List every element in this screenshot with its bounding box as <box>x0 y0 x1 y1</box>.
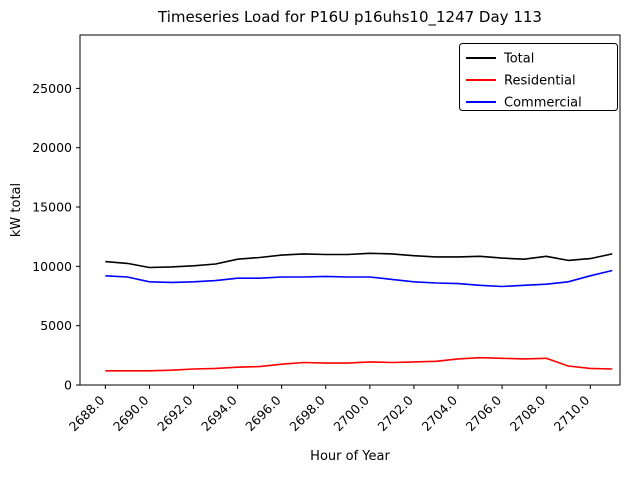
legend-label-residential: Residential <box>504 74 576 89</box>
series-lines-group <box>105 252 613 372</box>
y-tick-label: 20000 <box>32 140 72 155</box>
series-line-residential <box>105 356 613 372</box>
legend-item-total: Total <box>466 52 534 67</box>
legend-box <box>459 43 618 111</box>
y-tick-label: 10000 <box>32 259 72 274</box>
x-tick-label: 2694.0 <box>198 392 240 434</box>
x-tick-label: 2700.0 <box>330 392 372 434</box>
x-tick-label: 2688.0 <box>66 392 108 434</box>
legend-item-residential: Residential <box>466 74 576 89</box>
plot-border <box>79 34 621 386</box>
x-tick-label: 2706.0 <box>463 392 505 434</box>
chart-title: Timeseries Load for P16U p16uhs10_1247 D… <box>157 8 542 27</box>
x-tick-group: 2688.0 2690.0 2692.0 2694.0 2696.0 2698.0 2700… <box>66 385 592 434</box>
x-tick-label: 2696.0 <box>242 392 284 434</box>
series-line-total <box>105 252 613 269</box>
y-tick-label: 5000 <box>40 318 72 333</box>
y-tick-label: 25000 <box>32 81 72 96</box>
x-tick-label: 2708.0 <box>507 392 549 434</box>
series-line-commercial <box>105 269 613 288</box>
x-tick-label: 2704.0 <box>419 392 461 434</box>
x-axis-label: Hour of Year <box>310 449 390 464</box>
legend-label-total: Total <box>503 52 534 67</box>
x-tick-label: 2690.0 <box>110 392 152 434</box>
x-tick-label: 2692.0 <box>154 392 196 434</box>
x-tick-label: 2710.0 <box>551 392 593 434</box>
x-tick-label: 2702.0 <box>374 392 416 434</box>
y-tick-label: 0 <box>64 378 72 393</box>
y-tick-label: 15000 <box>32 200 72 215</box>
x-tick-label: 2698.0 <box>286 392 328 434</box>
legend-label-commercial: Commercial <box>504 96 582 111</box>
legend: Total Residential Commercial <box>459 43 618 111</box>
y-tick-group: 0 5000 10000 15000 20000 25000 <box>32 81 80 393</box>
legend-item-commercial: Commercial <box>466 96 582 111</box>
y-axis-label: kW total <box>9 183 24 237</box>
